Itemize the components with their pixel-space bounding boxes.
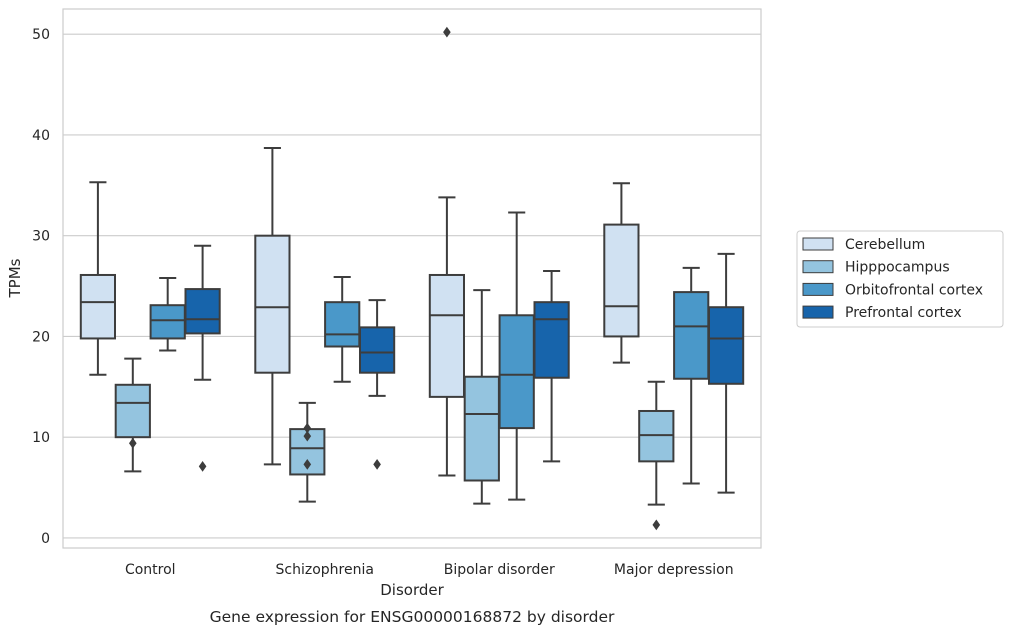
outlier-point <box>373 459 381 470</box>
box <box>498 211 535 501</box>
boxes <box>79 26 745 531</box>
x-tick-label: Schizophrenia <box>276 562 374 578</box>
y-tick-label: 0 <box>41 531 50 547</box>
legend-label: Cerebellum <box>845 237 925 253</box>
outlier-point <box>303 430 312 442</box>
y-axis-ticks: 0 10 20 30 40 50 <box>32 27 50 547</box>
box-body <box>673 291 710 380</box>
box-body <box>603 223 640 338</box>
y-tick-label: 30 <box>32 229 50 245</box>
box <box>289 401 326 503</box>
box-body <box>498 314 535 430</box>
box <box>533 269 570 463</box>
box <box>603 182 640 364</box>
box <box>324 275 361 383</box>
box <box>254 147 291 466</box>
box <box>149 276 186 352</box>
outlier-point <box>198 461 207 472</box>
box-body <box>358 326 396 374</box>
y-tick-label: 10 <box>32 430 50 446</box>
box-body <box>638 409 675 463</box>
x-tick-label: Bipolar disorder <box>444 562 555 578</box>
box <box>79 181 117 376</box>
legend-swatch <box>802 282 834 296</box>
legend-label: Orbitofrontal cortex <box>845 282 983 298</box>
box-body <box>149 304 186 340</box>
plot-area-frame <box>62 8 762 549</box>
y-tick-label: 40 <box>32 128 50 144</box>
box <box>463 289 500 505</box>
box <box>184 244 221 472</box>
chart-title: Gene expression for ENSG00000168872 by d… <box>210 608 615 626</box>
box <box>114 357 151 473</box>
outlier-point <box>652 519 661 531</box>
y-tick-label: 50 <box>32 27 50 43</box>
box-body <box>533 301 570 379</box>
legend-swatch <box>802 260 834 274</box>
x-axis-label: Disorder <box>380 581 444 599</box>
box <box>428 26 466 477</box>
legend-swatch <box>802 305 834 319</box>
legend-label: Hipppocampus <box>845 260 950 276</box>
x-axis-ticks: Control Schizophrenia Bipolar disorder Majo… <box>125 562 734 578</box>
box <box>358 299 396 470</box>
legend: Cerebellum Hipppocampus Orbitofrontal cort… <box>796 230 1004 328</box>
box-body <box>463 375 500 482</box>
x-tick-label: Major depression <box>614 562 734 578</box>
box <box>638 380 675 531</box>
box-body <box>254 234 291 374</box>
y-axis-label: TPMs <box>6 258 24 298</box>
box <box>673 266 710 485</box>
box-body <box>114 383 151 439</box>
box-body <box>324 301 361 348</box>
y-tick-label: 20 <box>32 329 50 345</box>
x-tick-label: Control <box>125 562 176 578</box>
legend-swatch <box>802 237 834 251</box>
box <box>707 252 745 494</box>
box-body <box>79 273 117 340</box>
box-body <box>428 273 466 398</box>
box-body <box>184 288 221 335</box>
outlier-point <box>443 26 451 38</box>
box-body <box>707 306 745 385</box>
outlier-point <box>128 437 137 449</box>
legend-label: Prefrontal cortex <box>845 305 962 321</box>
outlier-point <box>303 459 312 470</box>
legend-frame <box>796 230 1004 328</box>
